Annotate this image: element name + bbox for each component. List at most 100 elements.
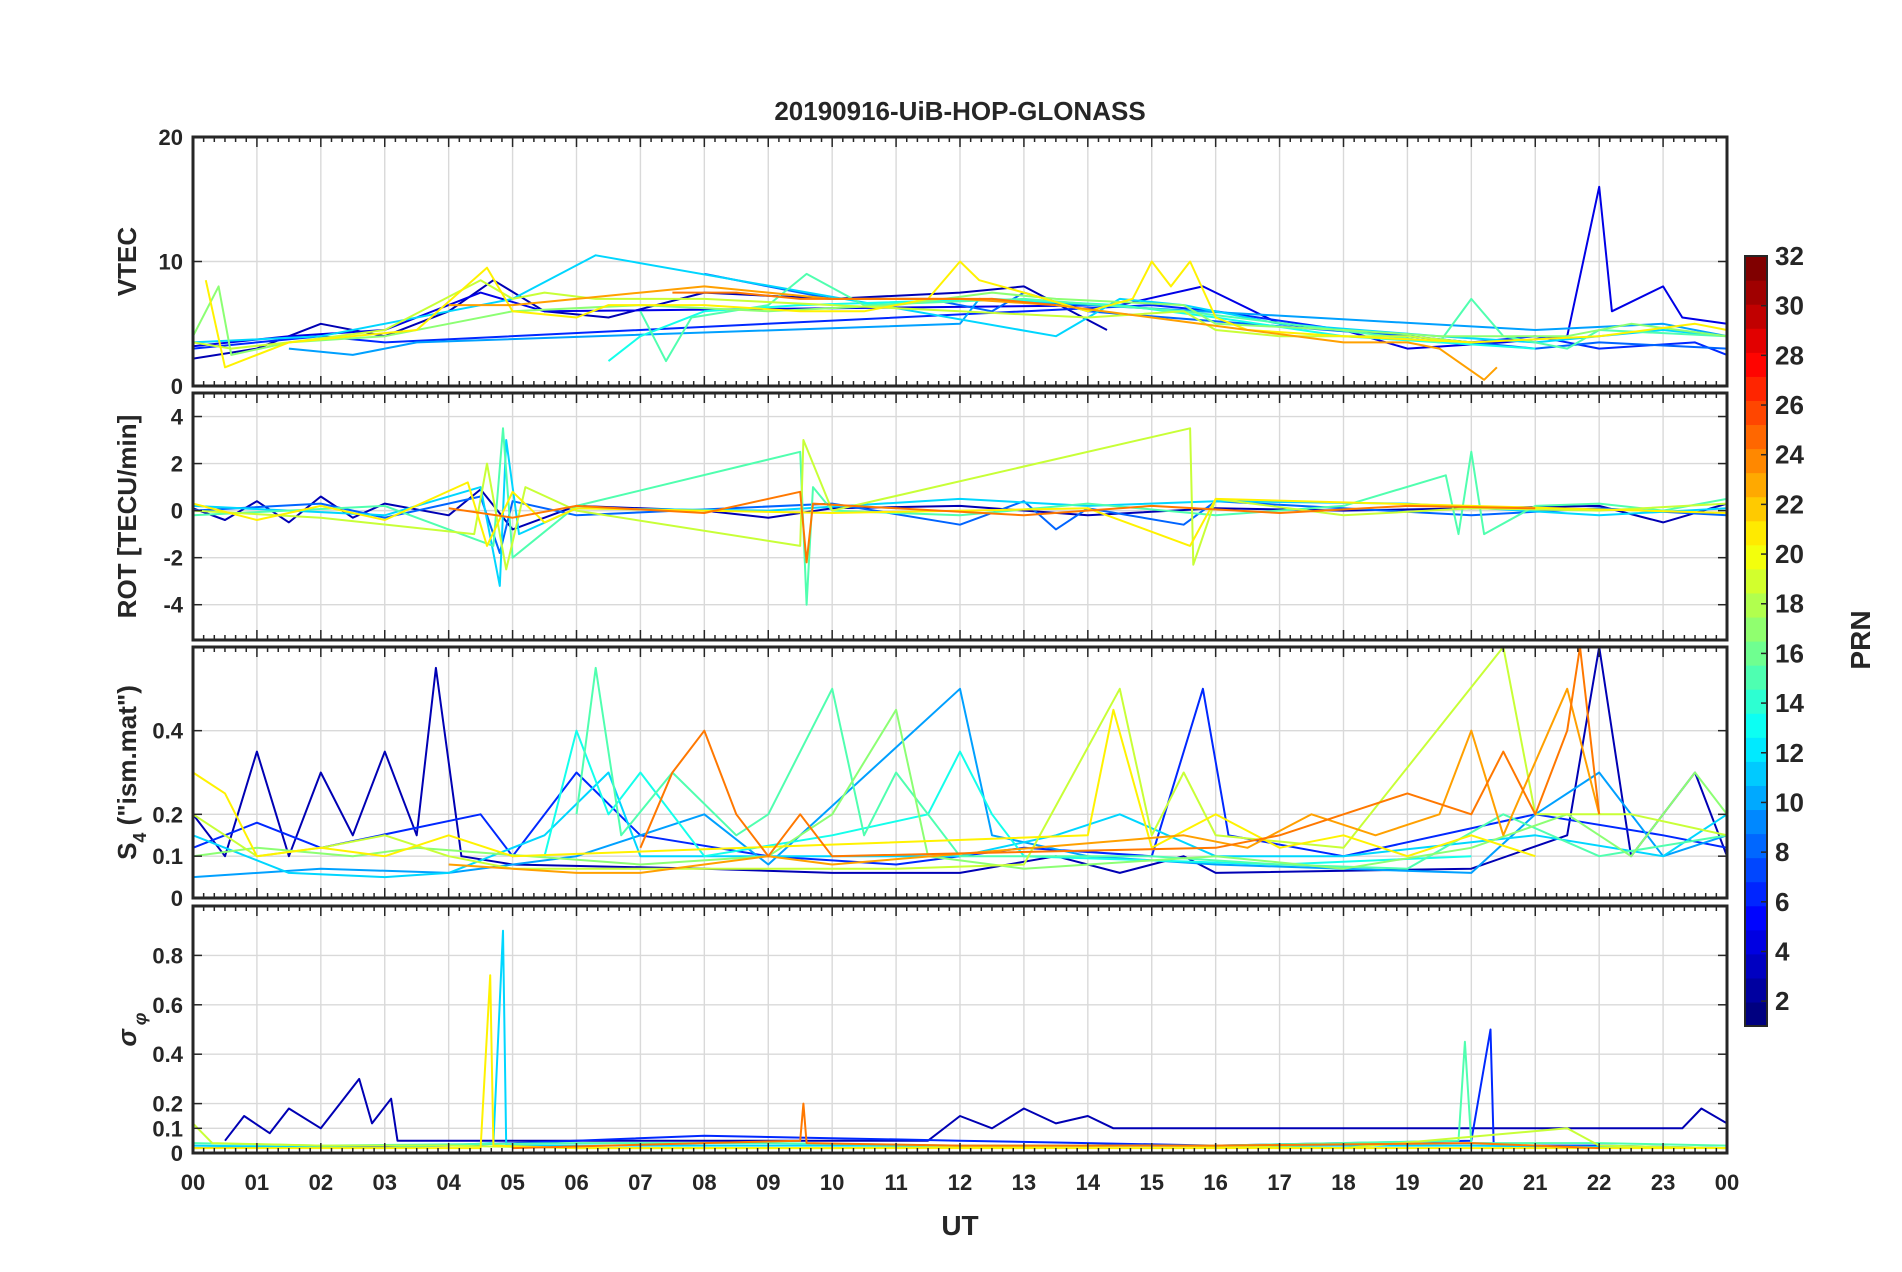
series-line-prn-2	[224, 1077, 1727, 1142]
y-tick-label: 10	[159, 250, 183, 275]
colorbar-segment	[1745, 761, 1767, 786]
colorbar-segment	[1745, 616, 1767, 642]
colorbar-tick-label: 16	[1775, 638, 1804, 668]
x-tick-label: 15	[1140, 1170, 1164, 1195]
series-line-prn-16	[639, 272, 1727, 363]
x-tick-label: 01	[245, 1170, 269, 1195]
y-tick-label: 0.1	[152, 844, 183, 869]
colorbar-segment	[1745, 905, 1767, 931]
colorbar-segment	[1745, 857, 1767, 883]
series-line-prn-20	[193, 647, 1727, 870]
colorbar-segment	[1745, 496, 1767, 522]
x-tick-label: 13	[1012, 1170, 1036, 1195]
colorbar-segment	[1745, 713, 1767, 738]
colorbar-segment	[1745, 881, 1767, 907]
y-tick-label: 4	[171, 405, 184, 430]
series-line-prn-20	[193, 279, 1472, 350]
colorbar-tick-label: 6	[1775, 887, 1789, 917]
x-tick-label: 02	[309, 1170, 333, 1195]
x-tick-label: 20	[1459, 1170, 1483, 1195]
series-line-prn-24	[448, 490, 1536, 564]
y-tick-label: 0.6	[152, 993, 183, 1018]
colorbar-tick-label: 20	[1775, 539, 1804, 569]
colorbar-segment	[1745, 641, 1767, 666]
colorbar-segment	[1745, 256, 1767, 281]
colorbar-segment	[1745, 352, 1767, 377]
colorbar-segment	[1745, 665, 1767, 690]
colorbar-segment	[1745, 304, 1767, 329]
colorbar-segment	[1745, 1001, 1767, 1027]
colorbar-segment	[1745, 929, 1767, 955]
colorbar-segment	[1745, 400, 1767, 426]
series-line-prn-10	[193, 687, 1727, 879]
series-group	[193, 427, 1727, 606]
colorbar-segment	[1745, 833, 1767, 859]
colorbar-segment	[1745, 689, 1767, 714]
x-tick-label: 19	[1395, 1170, 1419, 1195]
colorbar-tick-label: 8	[1775, 837, 1789, 867]
colorbar-segment	[1745, 592, 1767, 618]
colorbar-segment	[1745, 424, 1767, 450]
colorbar-segment	[1745, 328, 1767, 353]
series-line-prn-6	[193, 687, 1727, 866]
y-axis-label: VTEC	[112, 227, 142, 297]
y-tick-label: 0	[171, 1141, 183, 1166]
x-tick-label: 10	[820, 1170, 844, 1195]
x-tick-label: 12	[948, 1170, 972, 1195]
y-tick-label: 0.4	[152, 719, 183, 744]
colorbar-tick-label: 28	[1775, 340, 1804, 370]
y-tick-label: 20	[159, 125, 183, 150]
colorbar-segment	[1745, 568, 1767, 594]
y-tick-label: 0.4	[152, 1042, 183, 1067]
x-axis-label: UT	[941, 1210, 978, 1241]
x-tick-label: 23	[1651, 1170, 1675, 1195]
colorbar-tick-label: 12	[1775, 738, 1804, 768]
colorbar-tick-label: 2	[1775, 986, 1789, 1016]
x-tick-label: 18	[1331, 1170, 1355, 1195]
y-tick-label: 0	[171, 886, 183, 911]
y-tick-label: -4	[163, 593, 183, 618]
colorbar-frame	[1744, 255, 1768, 1027]
series-group	[193, 185, 1727, 381]
colorbar-segment	[1745, 472, 1767, 498]
series-line-prn-24	[639, 647, 1601, 858]
y-tick-label: 0.1	[152, 1116, 183, 1141]
x-tick-label: 07	[628, 1170, 652, 1195]
colorbar-segment	[1745, 448, 1767, 474]
y-tick-label: 0.2	[152, 1092, 183, 1117]
x-tick-label: 21	[1523, 1170, 1547, 1195]
colorbar-tick-label: 30	[1775, 291, 1804, 321]
x-tick-label: 08	[692, 1170, 716, 1195]
series-line-prn-23	[448, 285, 1498, 381]
y-tick-label: 0	[171, 374, 183, 399]
series-line-prn-24	[672, 291, 1056, 307]
series-line-prn-20	[193, 427, 1727, 571]
x-tick-label: 03	[373, 1170, 397, 1195]
x-tick-label: 17	[1267, 1170, 1291, 1195]
series-line-prn-22	[204, 260, 1727, 369]
series-line-prn-2	[193, 647, 1727, 874]
colorbar-label: PRN	[1845, 610, 1876, 669]
colorbar-segment	[1745, 977, 1767, 1003]
series-group	[193, 647, 1727, 879]
colorbar-segment	[1745, 737, 1767, 762]
colorbar-segment	[1745, 376, 1767, 401]
y-axis-label: ROT [TECU/min]	[112, 415, 142, 619]
y-tick-label: 2	[171, 452, 183, 477]
x-tick-label: 05	[500, 1170, 524, 1195]
series-line-prn-22	[193, 481, 1727, 547]
colorbar-tick-label: 32	[1775, 241, 1804, 271]
colorbar-tick-label: 26	[1775, 390, 1804, 420]
colorbar-tick-label: 18	[1775, 589, 1804, 619]
colorbar-segment	[1745, 544, 1767, 570]
colorbar-segment	[1745, 809, 1767, 835]
x-tick-label: 22	[1587, 1170, 1611, 1195]
colorbar-tick-label: 10	[1775, 787, 1804, 817]
y-tick-label: 0.2	[152, 802, 183, 827]
y-tick-label: 0.8	[152, 943, 183, 968]
series-line-prn-24	[512, 1102, 1600, 1150]
colorbar-tick-label: 14	[1775, 688, 1804, 718]
